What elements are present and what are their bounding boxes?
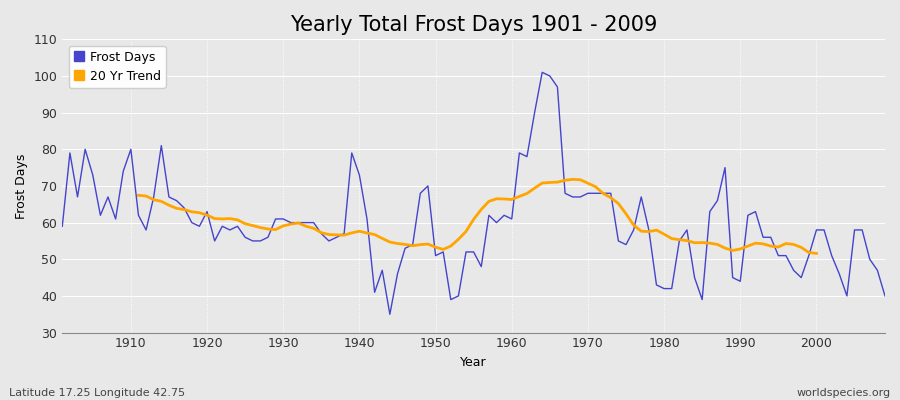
X-axis label: Year: Year (460, 356, 487, 369)
Text: worldspecies.org: worldspecies.org (796, 388, 891, 398)
Y-axis label: Frost Days: Frost Days (15, 153, 28, 219)
Title: Yearly Total Frost Days 1901 - 2009: Yearly Total Frost Days 1901 - 2009 (290, 15, 657, 35)
Text: Latitude 17.25 Longitude 42.75: Latitude 17.25 Longitude 42.75 (9, 388, 185, 398)
Legend: Frost Days, 20 Yr Trend: Frost Days, 20 Yr Trend (68, 46, 166, 88)
